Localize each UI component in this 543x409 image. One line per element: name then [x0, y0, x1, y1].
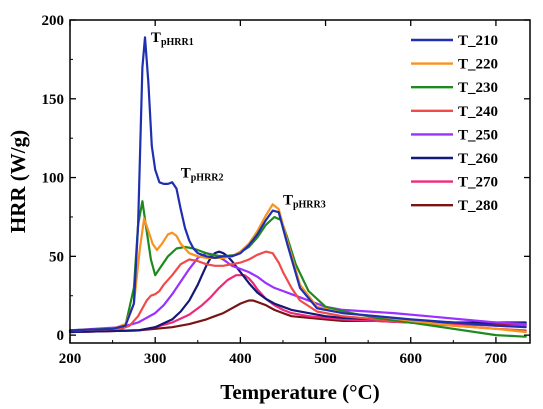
peak-annotation-2: TpHRR2: [181, 166, 224, 184]
y-tick-label: 100: [42, 171, 65, 187]
legend-label-t-210: T_210: [458, 33, 498, 49]
x-tick-label: 500: [314, 351, 337, 367]
legend-label-t-280: T_280: [458, 198, 498, 214]
legend-label-t-250: T_250: [458, 127, 498, 143]
series-line-t-240: [68, 250, 527, 332]
x-tick-label: 300: [144, 351, 167, 367]
annotations-layer: TpHRR1 TpHRR2 TpHRR3: [151, 30, 326, 210]
series-line-t-270: [68, 274, 527, 334]
x-axis-title: Temperature (°C): [220, 380, 379, 404]
ticks-layer: 200 300 400 500 600 700 0 50 100 150 200: [42, 13, 530, 367]
x-tick-label: 200: [59, 351, 82, 367]
x-tick-label: 600: [399, 351, 422, 367]
x-tick-label: 700: [485, 351, 508, 367]
peak-annotation-3: TpHRR3: [283, 192, 326, 210]
series-layer: [68, 36, 527, 338]
series-line-t-250: [68, 252, 527, 332]
peak-annotation-sub: pHRR1: [161, 37, 194, 48]
legend-label-t-220: T_220: [458, 57, 498, 73]
y-tick-label: 200: [42, 13, 65, 29]
legend-label-t-230: T_230: [458, 80, 498, 96]
y-tick-label: 0: [57, 328, 65, 344]
plot-frame: [69, 19, 531, 344]
peak-annotation-sub: pHRR2: [191, 173, 224, 184]
peak-annotation-1: TpHRR1: [151, 30, 194, 48]
x-tick-label: 400: [229, 351, 252, 367]
y-tick-label: 150: [42, 92, 65, 108]
y-axis-title: HRR (W/g): [6, 130, 30, 233]
legend-label-t-260: T_260: [458, 151, 498, 167]
y-tick-label: 50: [49, 249, 64, 265]
legend-label-t-270: T_270: [458, 175, 498, 191]
series-line-t-210: [68, 36, 527, 332]
legend-label-t-240: T_240: [458, 104, 498, 120]
legend: T_210 T_220 T_230 T_240 T_250 T_260 T_270 T_280: [411, 33, 498, 214]
peak-annotation-sub: pHRR3: [293, 199, 326, 210]
